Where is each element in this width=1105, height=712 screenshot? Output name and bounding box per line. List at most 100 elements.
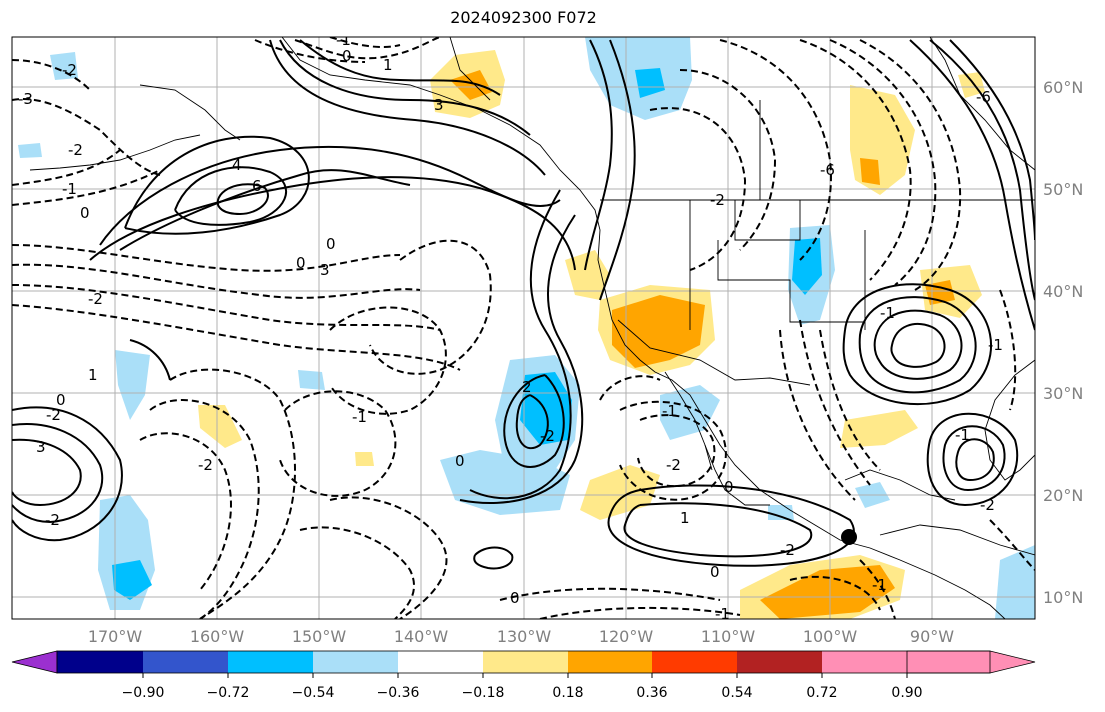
contour-line-solid xyxy=(607,484,855,567)
contour-line-dashed xyxy=(139,432,232,591)
contour-line-solid xyxy=(473,546,514,570)
coastline xyxy=(929,37,1035,171)
map-frame xyxy=(11,36,1036,620)
contour-line-dashed xyxy=(254,39,366,63)
contour-line-solid xyxy=(459,214,584,504)
contour-line-solid xyxy=(949,39,1035,241)
colorbar: −0.90 −0.72 −0.54 −0.36 −0.18 0.18 0.36 … xyxy=(11,650,1036,701)
border xyxy=(449,37,491,101)
colorbar-tick-label: 0.18 xyxy=(552,685,583,701)
contour-line-dashed xyxy=(294,37,441,60)
colorbar-tick-labels: −0.90 −0.72 −0.54 −0.36 −0.18 0.18 0.36 … xyxy=(122,685,923,701)
contour-line-solid xyxy=(584,39,613,271)
contour-line-dashed xyxy=(539,606,741,619)
contour-line-dashed xyxy=(329,37,401,48)
contour-line-dashed xyxy=(859,39,962,291)
latitude-labels: 60°N 50°N 40°N 30°N 20°N 10°N xyxy=(1043,78,1083,607)
contour-label: 3 xyxy=(434,96,444,114)
contour-line-solid xyxy=(929,39,1035,301)
lon-label: 140°W xyxy=(394,627,449,646)
contour-line-solid xyxy=(515,394,549,450)
contour-line-dashed xyxy=(12,304,461,371)
colorbar-bin xyxy=(737,651,822,673)
shade-region xyxy=(612,295,705,368)
shade-region xyxy=(18,143,42,158)
contour-label: 1 xyxy=(88,366,98,384)
contour-line-dashed xyxy=(999,289,1017,411)
contour-label: -1 xyxy=(662,402,677,420)
contour-line-dashed xyxy=(779,329,856,501)
contour-label: 0 xyxy=(80,204,90,222)
contour-line-dashed xyxy=(719,39,832,261)
shade-region xyxy=(450,70,492,100)
contour-label: -1 xyxy=(62,180,77,198)
contour-line-solid xyxy=(299,39,501,96)
border xyxy=(734,200,801,241)
contour-label: 3 xyxy=(320,261,330,279)
contour-label: -1 xyxy=(336,31,351,49)
colorbar-tick-label: 0.54 xyxy=(721,685,752,701)
coastline xyxy=(879,524,1035,556)
contour-line-dashed xyxy=(599,375,661,401)
contour-line-solid xyxy=(842,283,992,406)
contour-line-solid xyxy=(129,339,171,381)
contour-label: -1 xyxy=(955,426,970,444)
contour-line-solid xyxy=(926,412,1019,507)
lat-label: 10°N xyxy=(1043,588,1083,607)
contour-label: -2 xyxy=(68,141,83,159)
coastline xyxy=(704,444,770,506)
lon-label: 130°W xyxy=(497,627,552,646)
colorbar-tick-label: −0.36 xyxy=(377,685,420,701)
colorbar-extend-left xyxy=(11,650,58,674)
contour-line-dashed xyxy=(789,575,881,611)
lat-label: 60°N xyxy=(1043,78,1083,97)
contour-line-solid xyxy=(124,135,310,235)
contour-label: 0 xyxy=(296,254,306,272)
coastline xyxy=(664,371,713,471)
contour-line-dashed xyxy=(649,107,747,271)
lon-label: 150°W xyxy=(292,627,347,646)
colorbar-bin xyxy=(228,651,313,673)
contour-line-solid xyxy=(623,502,813,558)
contour-line-dashed xyxy=(12,149,121,186)
contour-label: -1 xyxy=(880,304,895,322)
lon-label: 90°W xyxy=(910,627,954,646)
contour-label: 4 xyxy=(232,156,242,174)
contour-line-solid xyxy=(216,183,269,216)
shade-region xyxy=(995,545,1035,619)
lat-label: 20°N xyxy=(1043,486,1083,505)
contour-line-solid xyxy=(942,425,1006,492)
contour-line-dashed xyxy=(799,319,871,486)
contour-line-solid xyxy=(269,39,546,176)
contour-label: -2 xyxy=(980,496,995,514)
contour-label: -2 xyxy=(540,427,555,445)
coastline xyxy=(29,134,201,171)
colorbar-bin xyxy=(57,651,143,673)
contour-line-dashed xyxy=(12,284,441,331)
contour-label: 0 xyxy=(455,452,465,470)
contour-lines-dashed xyxy=(12,37,1035,619)
shade-region xyxy=(112,560,152,600)
contour-line-solid xyxy=(279,39,531,136)
contour-label: 2 xyxy=(522,378,532,396)
shade-region xyxy=(355,452,374,466)
lat-label: 30°N xyxy=(1043,384,1083,403)
contour-label: -1 xyxy=(715,605,730,623)
shade-region xyxy=(792,238,822,295)
figure-title: 2024092300 F072 xyxy=(450,8,597,27)
contour-line-dashed xyxy=(299,526,415,619)
contour-line-dashed xyxy=(799,39,912,281)
shade-region xyxy=(635,68,665,98)
contour-line-solid xyxy=(890,323,946,368)
shade-region xyxy=(520,372,572,445)
contour-label: 1 xyxy=(383,56,393,74)
contour-line-solid xyxy=(909,39,1035,331)
contour-line-dashed xyxy=(12,244,401,272)
contour-line-solid xyxy=(469,189,572,500)
colorbar-bin xyxy=(398,651,483,673)
contour-line-dashed xyxy=(12,59,91,91)
colorbar-bin xyxy=(568,651,652,673)
lon-label: 160°W xyxy=(190,627,245,646)
contour-label: -2 xyxy=(46,406,61,424)
